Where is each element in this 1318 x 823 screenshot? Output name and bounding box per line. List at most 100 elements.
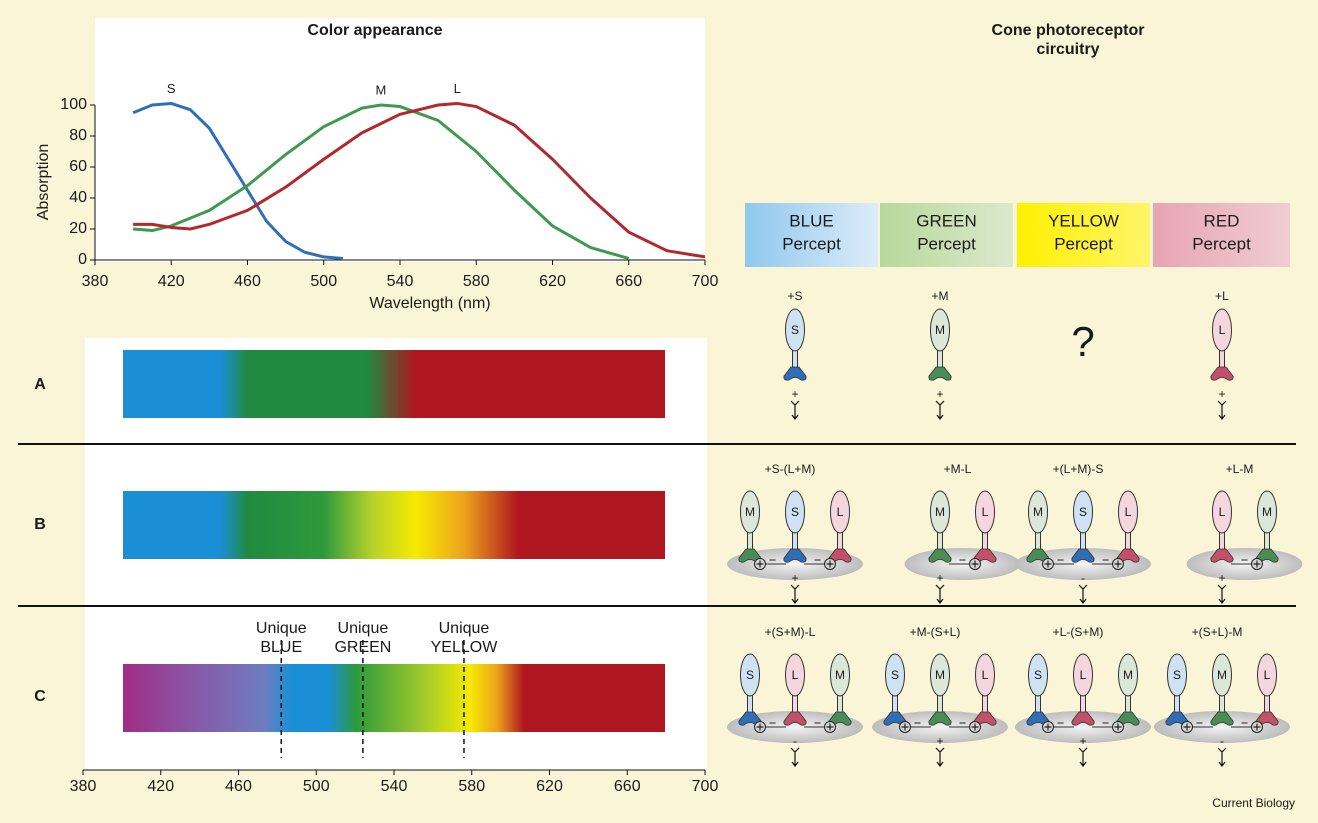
output-sign: + <box>791 571 798 585</box>
cone-letter: S <box>891 668 899 682</box>
cone-letter: S <box>791 505 799 519</box>
cone-stalk <box>1036 532 1041 550</box>
output-arrow <box>791 748 799 766</box>
cone-stalk <box>1126 532 1131 550</box>
cone-letter: S <box>1079 505 1087 519</box>
row-label: B <box>34 516 46 533</box>
output-sign: - <box>793 734 797 748</box>
series-label: S <box>167 81 176 96</box>
x-tick-label: 420 <box>147 778 174 795</box>
cone-stalk <box>1220 350 1225 368</box>
x-tick-label: 460 <box>234 273 261 290</box>
cone-letter: L <box>1125 505 1132 519</box>
cone-stalk <box>1265 532 1270 550</box>
cone-letter: L <box>792 668 799 682</box>
cone-letter: M <box>745 505 755 519</box>
unique-hue-label: BLUE <box>260 639 302 656</box>
cone-stalk <box>1126 695 1131 713</box>
percept-name: RED <box>1204 211 1240 230</box>
x-tick-label: 460 <box>225 778 252 795</box>
panel-title: Color appearance <box>307 22 442 39</box>
cone-letter: M <box>1123 668 1133 682</box>
x-tick-label: 380 <box>82 273 109 290</box>
circuit-formula: +L-(S+M) <box>1053 625 1104 639</box>
percept-name: YELLOW <box>1048 211 1119 230</box>
output-arrow <box>1218 585 1226 603</box>
cone-stalk <box>1265 695 1270 713</box>
percept-label: Percept <box>1054 234 1113 253</box>
cone-stalk <box>1036 695 1041 713</box>
circuit-formula: +L <box>1215 289 1229 303</box>
circuit-formula: +(S+L)-M <box>1192 625 1243 639</box>
cone-pedicle <box>929 367 951 380</box>
unknown-circuit: ? <box>1071 318 1094 365</box>
cone-stalk <box>983 695 988 713</box>
cone-letter: S <box>1173 668 1181 682</box>
x-tick-label: 580 <box>458 778 485 795</box>
output-arrow <box>791 585 799 603</box>
output-arrow <box>936 401 944 419</box>
cone-stalk <box>793 695 798 713</box>
cone-letter: L <box>982 668 989 682</box>
row-label: A <box>34 376 46 393</box>
cone-stalk <box>748 695 753 713</box>
panel-title: Cone photoreceptor <box>992 22 1145 39</box>
cone-stalk <box>793 532 798 550</box>
output-sign: + <box>936 571 943 585</box>
cone-letter: M <box>1217 668 1227 682</box>
y-tick-label: 80 <box>69 127 87 144</box>
x-tick-label: 700 <box>692 778 719 795</box>
output-sign: + <box>936 387 943 401</box>
circuit-formula: +M-L <box>944 462 972 476</box>
cone-stalk <box>938 695 943 713</box>
unique-hue-label: GREEN <box>334 639 391 656</box>
x-tick-label: 660 <box>614 778 641 795</box>
cone-pedicle <box>1211 367 1233 380</box>
cone-stalk <box>748 532 753 550</box>
output-arrow <box>1079 585 1087 603</box>
spectrum-bar <box>123 664 665 732</box>
cone-letter: M <box>935 668 945 682</box>
cone-letter: S <box>746 668 754 682</box>
y-tick-label: 60 <box>69 158 87 175</box>
spectrum-bar <box>123 491 665 559</box>
cone-letter: S <box>1034 668 1042 682</box>
unique-hue-label: YELLOW <box>431 639 499 656</box>
circuit-formula: +M <box>931 289 948 303</box>
cone-letter: S <box>791 323 799 337</box>
output-arrow <box>1218 748 1226 766</box>
y-tick-label: 40 <box>69 189 87 206</box>
cone-stalk <box>838 532 843 550</box>
x-tick-label: 500 <box>310 273 337 290</box>
y-tick-label: 0 <box>78 251 87 268</box>
circuit-formula: +(S+M)-L <box>765 625 816 639</box>
x-tick-label: 540 <box>381 778 408 795</box>
x-tick-label: 580 <box>463 273 490 290</box>
output-arrow <box>1218 401 1226 419</box>
output-arrow <box>936 748 944 766</box>
series-label: L <box>454 81 461 96</box>
x-axis-label: Wavelength (nm) <box>369 295 490 312</box>
output-sign: + <box>791 387 798 401</box>
cone-stalk <box>1220 532 1225 550</box>
plot-background <box>95 18 705 262</box>
circuit-formula: +M-(S+L) <box>910 625 961 639</box>
unique-hue-label: Unique <box>338 620 389 637</box>
cone-stalk <box>793 350 798 368</box>
percept-label: Percept <box>1192 234 1251 253</box>
cone-letter: M <box>935 323 945 337</box>
x-tick-label: 660 <box>615 273 642 290</box>
x-tick-label: 380 <box>70 778 97 795</box>
unique-hue-label: Unique <box>256 620 307 637</box>
circuit-formula: +S <box>787 289 802 303</box>
circuit-formula: +(L+M)-S <box>1053 462 1104 476</box>
cone-letter: M <box>835 668 845 682</box>
output-sign: + <box>1079 734 1086 748</box>
output-sign: + <box>1218 387 1225 401</box>
cone-stalk <box>1220 695 1225 713</box>
spectrum-bar <box>123 350 665 418</box>
cone-letter: M <box>1033 505 1043 519</box>
x-tick-label: 620 <box>539 273 566 290</box>
cone-stalk <box>1175 695 1180 713</box>
y-tick-label: 20 <box>69 220 87 237</box>
